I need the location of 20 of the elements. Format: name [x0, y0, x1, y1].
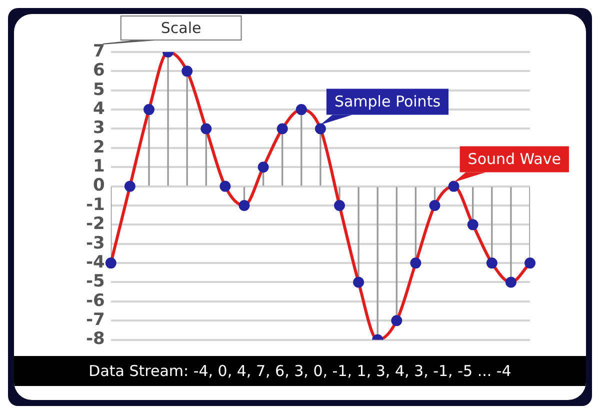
series-label: Sound Wave	[468, 150, 561, 168]
y-tick-label: 6	[93, 60, 105, 81]
y-tick-label: 4	[93, 98, 106, 119]
y-tick-label: -1	[86, 194, 105, 215]
y-tick-label: -2	[86, 214, 105, 234]
text: Data Stream: -4, 0, 4, 7, 6, 3, 0, -1, 1, 3, 4, 3, -1, -5 ... -4	[14, 356, 586, 386]
y-tick-label: 1	[93, 156, 105, 177]
y-tick-label: 7	[93, 41, 105, 62]
y-tick-label: 5	[93, 80, 105, 100]
y-tick-label: -8	[86, 329, 105, 350]
y-tick-label: 2	[93, 137, 105, 158]
y-tick-label: -7	[86, 310, 105, 330]
series-label: Sample Points	[334, 92, 441, 111]
text: Scale	[160, 18, 202, 37]
y-tick-label: 3	[93, 118, 105, 138]
y-tick-label: 0	[93, 176, 106, 196]
y-tick-label: -5	[86, 272, 105, 292]
y-tick-label: -3	[86, 233, 105, 254]
y-tick-label: -6	[86, 290, 105, 311]
y-tick-label: -4	[86, 252, 106, 272]
